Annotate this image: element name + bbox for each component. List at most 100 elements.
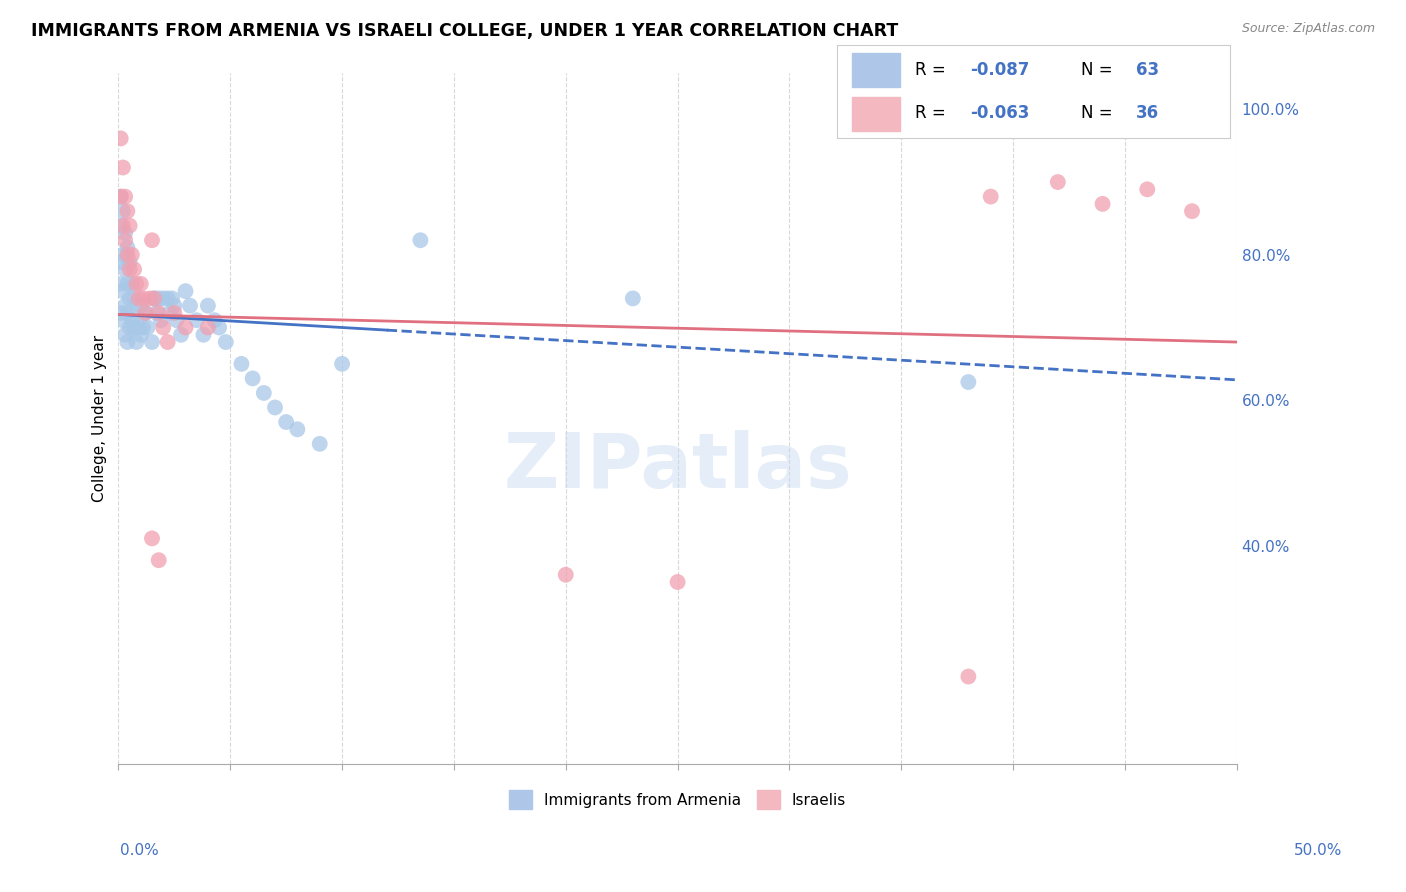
Point	[197, 320, 219, 334]
Point	[143, 292, 166, 306]
Point	[110, 189, 132, 203]
Point	[111, 284, 134, 298]
Point	[957, 375, 980, 389]
Y-axis label: College, Under 1 year: College, Under 1 year	[93, 334, 107, 502]
Point	[129, 277, 152, 291]
Point	[148, 306, 170, 320]
Point	[122, 292, 145, 306]
Point	[117, 204, 139, 219]
Text: 36: 36	[1136, 104, 1159, 122]
Point	[132, 292, 155, 306]
Text: ZIPatlas: ZIPatlas	[503, 430, 852, 504]
Point	[110, 277, 132, 291]
Point	[148, 553, 170, 567]
Point	[117, 334, 139, 349]
Point	[117, 240, 139, 254]
Point	[125, 334, 148, 349]
Text: IMMIGRANTS FROM ARMENIA VS ISRAELI COLLEGE, UNDER 1 YEAR CORRELATION CHART: IMMIGRANTS FROM ARMENIA VS ISRAELI COLLE…	[31, 22, 898, 40]
Point	[132, 320, 155, 334]
Point	[621, 292, 644, 306]
Point	[128, 320, 150, 334]
Point	[114, 262, 136, 277]
Text: R =: R =	[915, 104, 952, 122]
Text: 63: 63	[1136, 61, 1159, 78]
Point	[208, 320, 231, 334]
Point	[253, 386, 276, 401]
Point	[163, 299, 186, 313]
Point	[121, 277, 143, 291]
Point	[666, 574, 689, 589]
Point	[128, 292, 150, 306]
Point	[125, 277, 148, 291]
Point	[114, 299, 136, 313]
Text: R =: R =	[915, 61, 952, 78]
Point	[110, 306, 132, 320]
Point	[287, 422, 309, 436]
Point	[1091, 197, 1114, 211]
Point	[111, 248, 134, 262]
Point	[111, 161, 134, 175]
Legend: Immigrants from Armenia, Israelis: Immigrants from Armenia, Israelis	[503, 784, 852, 815]
Point	[156, 292, 179, 306]
Point	[152, 292, 174, 306]
Point	[957, 669, 980, 683]
Point	[159, 306, 181, 320]
Point	[141, 233, 163, 247]
Point	[117, 248, 139, 262]
Text: N =: N =	[1081, 104, 1118, 122]
Point	[204, 313, 226, 327]
Point	[139, 292, 162, 306]
Point	[117, 277, 139, 291]
Point	[114, 233, 136, 247]
Point	[1181, 204, 1204, 219]
Point	[118, 262, 141, 277]
Point	[110, 189, 132, 203]
Point	[121, 248, 143, 262]
Point	[136, 320, 159, 334]
Point	[118, 292, 141, 306]
Point	[330, 357, 353, 371]
Point	[114, 327, 136, 342]
Point	[125, 306, 148, 320]
Point	[152, 320, 174, 334]
Point	[134, 306, 156, 320]
Point	[148, 292, 170, 306]
Text: -0.087: -0.087	[970, 61, 1029, 78]
Point	[193, 327, 215, 342]
Point	[276, 415, 298, 429]
Point	[111, 204, 134, 219]
Point	[111, 313, 134, 327]
Text: N =: N =	[1081, 61, 1118, 78]
Point	[110, 131, 132, 145]
Bar	[852, 53, 900, 87]
Point	[114, 226, 136, 240]
Point	[980, 189, 1002, 203]
Point	[122, 262, 145, 277]
Text: 0.0%: 0.0%	[120, 843, 159, 858]
Point	[110, 255, 132, 269]
Point	[118, 320, 141, 334]
Point	[141, 334, 163, 349]
Point	[145, 306, 167, 320]
Point	[111, 219, 134, 233]
Point	[166, 313, 188, 327]
Point	[242, 371, 264, 385]
Point	[134, 306, 156, 320]
Point	[118, 219, 141, 233]
Point	[308, 437, 330, 451]
Point	[231, 357, 253, 371]
Point	[163, 306, 186, 320]
Point	[170, 327, 193, 342]
Point	[1136, 182, 1159, 196]
Point	[117, 306, 139, 320]
Point	[149, 313, 172, 327]
Point	[264, 401, 287, 415]
Point	[114, 189, 136, 203]
Point	[409, 233, 432, 247]
Point	[186, 313, 208, 327]
Point	[110, 219, 132, 233]
Point	[179, 299, 201, 313]
Text: 50.0%: 50.0%	[1295, 843, 1343, 858]
Point	[141, 532, 163, 546]
Text: -0.063: -0.063	[970, 104, 1029, 122]
